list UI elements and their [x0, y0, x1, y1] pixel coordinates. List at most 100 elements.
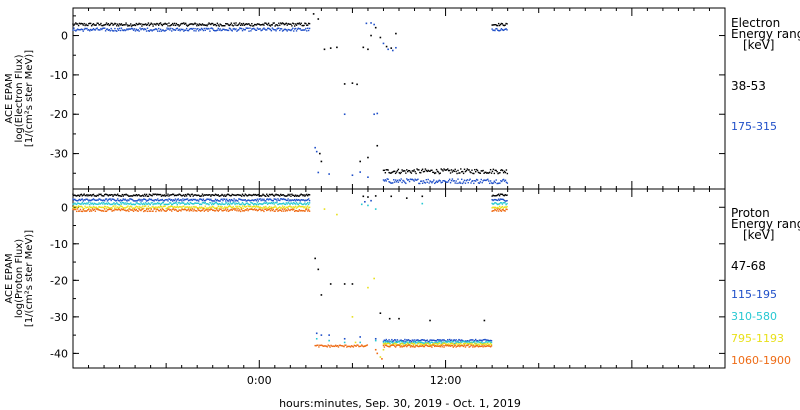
data-point — [403, 342, 405, 344]
data-point — [138, 22, 140, 25]
data-point — [487, 172, 489, 174]
data-point — [493, 172, 496, 175]
data-point — [224, 194, 226, 196]
data-point — [77, 28, 80, 31]
data-point — [212, 209, 215, 211]
data-point — [187, 203, 190, 205]
data-point — [183, 202, 185, 204]
data-point — [497, 194, 499, 196]
data-point — [285, 206, 287, 209]
data-point — [293, 210, 296, 213]
data-point — [140, 202, 142, 204]
data-point — [212, 205, 214, 208]
data-point — [132, 203, 135, 205]
data-point — [161, 198, 164, 201]
data-point — [162, 200, 165, 202]
data-point — [186, 25, 189, 27]
data-point — [473, 341, 475, 343]
data-point — [408, 170, 411, 172]
data-point — [100, 27, 102, 30]
data-point — [486, 179, 488, 181]
data-point — [396, 170, 399, 172]
data-point — [127, 29, 129, 31]
data-point — [98, 202, 100, 204]
data-point — [99, 203, 101, 205]
data-point — [400, 340, 402, 343]
data-point — [443, 346, 445, 348]
data-point — [294, 209, 297, 212]
data-point — [464, 170, 467, 173]
data-point — [440, 342, 442, 344]
data-point — [127, 199, 129, 201]
data-point — [320, 160, 323, 163]
data-point — [307, 205, 309, 207]
data-point — [177, 29, 179, 31]
data-point — [422, 180, 425, 182]
data-point — [149, 210, 152, 212]
data-point — [84, 24, 86, 27]
data-point — [430, 344, 432, 346]
data-point — [351, 82, 354, 84]
data-point — [116, 30, 118, 32]
data-point — [252, 25, 254, 27]
data-point — [165, 23, 167, 25]
data-point — [451, 171, 454, 173]
data-point — [199, 29, 202, 31]
data-point — [255, 208, 258, 211]
data-point — [137, 23, 139, 26]
data-point — [447, 169, 450, 172]
data-point — [129, 208, 131, 210]
data-point — [126, 24, 128, 26]
data-point — [113, 194, 115, 196]
data-point — [245, 205, 247, 208]
data-point — [117, 194, 120, 197]
data-point — [145, 200, 148, 202]
data-point — [98, 24, 100, 26]
data-point — [223, 28, 225, 31]
data-point — [284, 198, 287, 201]
data-point — [76, 23, 78, 25]
data-point — [157, 208, 159, 211]
data-point — [445, 181, 447, 183]
data-point — [388, 342, 390, 345]
data-point — [447, 344, 449, 347]
data-point — [82, 208, 84, 211]
data-point — [210, 207, 212, 209]
data-point — [198, 23, 201, 25]
data-point — [197, 23, 199, 26]
data-point — [203, 194, 206, 196]
data-point — [490, 340, 493, 342]
data-point — [484, 171, 486, 174]
data-point — [120, 205, 123, 207]
data-point — [276, 200, 278, 202]
data-point — [142, 27, 144, 30]
data-point — [257, 203, 260, 206]
data-point — [134, 24, 137, 27]
data-point — [280, 22, 282, 24]
data-point — [256, 202, 259, 204]
data-point — [274, 28, 276, 31]
data-point — [493, 207, 495, 209]
data-point — [187, 193, 190, 195]
data-point — [128, 207, 130, 210]
data-point — [502, 198, 505, 201]
data-point — [76, 200, 79, 202]
data-point — [493, 29, 495, 31]
data-point — [401, 346, 403, 348]
data-point — [400, 178, 402, 180]
data-point — [275, 24, 277, 26]
data-point — [425, 344, 428, 346]
data-point — [134, 200, 137, 202]
data-point — [437, 171, 440, 173]
data-point — [365, 22, 368, 25]
data-point — [177, 202, 179, 204]
data-point — [97, 28, 99, 31]
data-point — [429, 339, 431, 341]
data-point — [105, 210, 108, 212]
data-point — [475, 344, 478, 347]
data-point — [181, 207, 183, 209]
data-point — [492, 199, 494, 202]
data-point — [488, 172, 490, 174]
data-point — [271, 199, 274, 202]
data-point — [173, 194, 176, 197]
